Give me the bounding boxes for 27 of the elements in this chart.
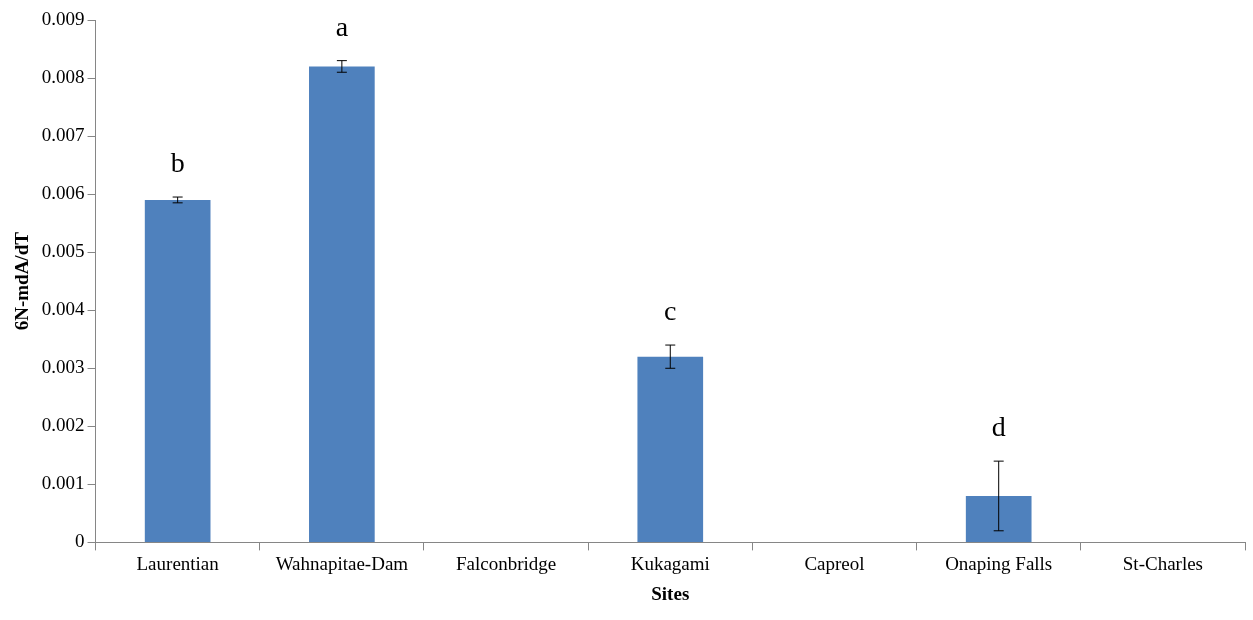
x-axis-title: Sites <box>651 582 690 604</box>
x-tick-label: Onaping Falls <box>945 552 1053 574</box>
y-tick-label: 0.009 <box>41 7 85 29</box>
annotation: d <box>991 411 1006 443</box>
y-tick-label: 0.007 <box>41 124 85 146</box>
x-tick-label: Capreol <box>804 552 865 574</box>
bar <box>144 199 211 542</box>
y-tick-label: 0.008 <box>41 66 85 88</box>
annotation: b <box>170 147 185 179</box>
y-tick-label: 0.002 <box>41 414 85 436</box>
bar <box>965 495 1032 542</box>
annotation: a <box>335 10 349 42</box>
y-axis-title: 6N-mdA/dT <box>11 231 33 331</box>
annotation: c <box>664 295 677 327</box>
x-tick-label: Falconbridge <box>455 552 557 574</box>
bar <box>309 66 375 542</box>
y-tick-label: 0.004 <box>41 298 86 320</box>
x-tick-label: St-Charles <box>1122 552 1204 574</box>
bar <box>637 356 704 542</box>
x-tick-label: Kukagami <box>630 552 710 574</box>
y-tick-label: 0.006 <box>41 182 85 204</box>
y-tick-label: 0.003 <box>41 356 85 378</box>
y-tick-label: 0 <box>75 530 85 552</box>
y-tick-label: 0.001 <box>41 472 85 494</box>
x-tick-label: Wahnapitae-Dam <box>275 552 409 574</box>
x-tick-label: Laurentian <box>136 552 220 574</box>
y-tick-label: 0.005 <box>41 240 85 262</box>
